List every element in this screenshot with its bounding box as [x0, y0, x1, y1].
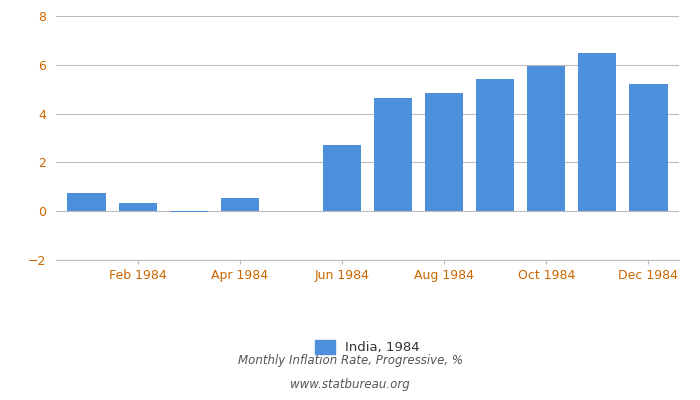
Bar — [527, 66, 566, 211]
Legend: India, 1984: India, 1984 — [309, 335, 426, 360]
Bar — [629, 84, 668, 211]
Bar — [476, 80, 514, 211]
Bar — [323, 145, 361, 211]
Bar — [67, 193, 106, 211]
Text: Monthly Inflation Rate, Progressive, %: Monthly Inflation Rate, Progressive, % — [237, 354, 463, 367]
Bar — [374, 98, 412, 211]
Bar — [578, 52, 617, 211]
Bar — [220, 198, 259, 211]
Bar — [118, 203, 157, 211]
Bar — [425, 93, 463, 211]
Text: www.statbureau.org: www.statbureau.org — [290, 378, 410, 391]
Bar — [169, 211, 208, 212]
